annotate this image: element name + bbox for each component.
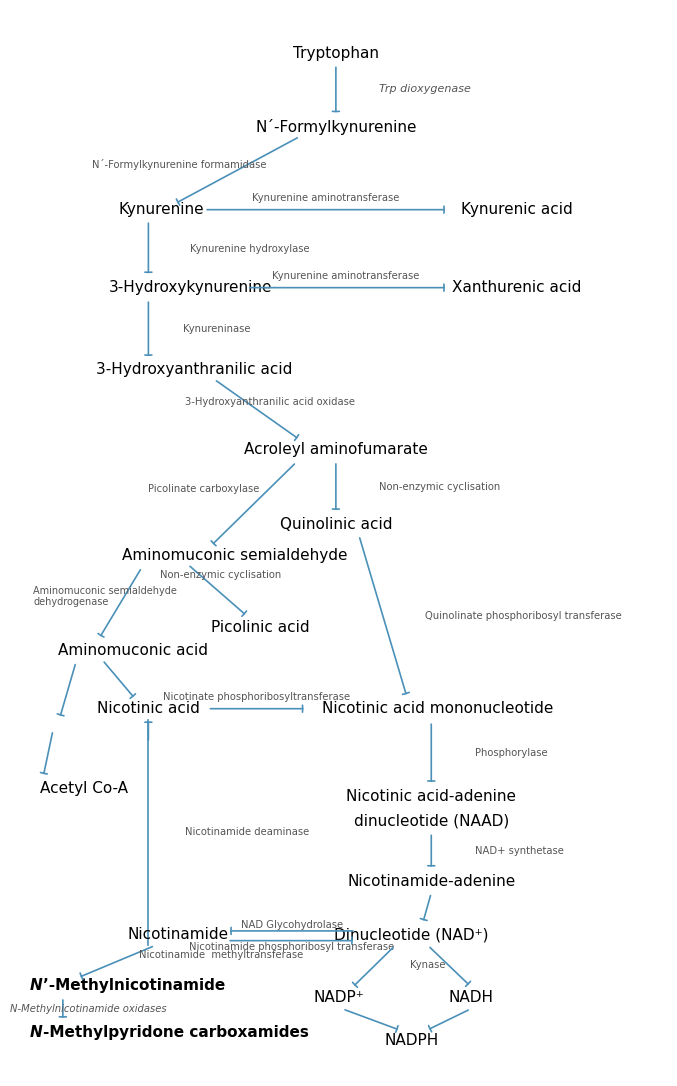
Text: Kynurenine hydroxylase: Kynurenine hydroxylase	[190, 243, 309, 254]
Text: Acetyl Co-A: Acetyl Co-A	[40, 781, 128, 796]
Text: 3-Hydroxykynurenine: 3-Hydroxykynurenine	[109, 280, 272, 295]
Text: ’-Methylnicotinamide: ’-Methylnicotinamide	[43, 978, 225, 993]
Text: Nicotinamide: Nicotinamide	[127, 927, 229, 943]
Text: N: N	[30, 1025, 43, 1039]
Text: Aminomuconic semialdehyde
dehydrogenase: Aminomuconic semialdehyde dehydrogenase	[33, 585, 177, 607]
Text: NAD+ synthetase: NAD+ synthetase	[475, 846, 564, 856]
Text: Nicotinic acid: Nicotinic acid	[97, 702, 200, 716]
Text: Nicotinamide deaminase: Nicotinamide deaminase	[185, 828, 309, 837]
Text: Quinolinate phosphoribosyl transferase: Quinolinate phosphoribosyl transferase	[424, 611, 621, 621]
Text: Non-enzymic cyclisation: Non-enzymic cyclisation	[160, 570, 282, 580]
Text: Nicotinic acid-adenine: Nicotinic acid-adenine	[346, 788, 517, 804]
Text: Dinucleotide (NAD⁺): Dinucleotide (NAD⁺)	[334, 927, 489, 943]
Text: Acroleyl aminofumarate: Acroleyl aminofumarate	[244, 442, 428, 457]
Text: NADP⁺: NADP⁺	[314, 989, 364, 1005]
Text: 3-Hydroxyanthranilic acid oxidase: 3-Hydroxyanthranilic acid oxidase	[185, 396, 355, 406]
Text: Kynureninase: Kynureninase	[183, 324, 250, 333]
Text: dinucleotide (NAAD): dinucleotide (NAAD)	[353, 813, 509, 829]
Text: Aminomuconic semialdehyde: Aminomuconic semialdehyde	[122, 548, 347, 564]
Text: N´-Formylkynurenine: N´-Formylkynurenine	[255, 118, 416, 135]
Text: NAD Glycohydrolase: NAD Glycohydrolase	[241, 920, 343, 930]
Text: Nicotinic acid mononucleotide: Nicotinic acid mononucleotide	[322, 702, 554, 716]
Text: 3-Hydroxyanthranilic acid: 3-Hydroxyanthranilic acid	[95, 362, 292, 377]
Text: Kynurenic acid: Kynurenic acid	[461, 202, 573, 217]
Text: Tryptophan: Tryptophan	[293, 47, 379, 61]
Text: Xanthurenic acid: Xanthurenic acid	[452, 280, 582, 295]
Text: -Methylpyridone carboxamides: -Methylpyridone carboxamides	[43, 1025, 309, 1039]
Text: Nicotinamide  methyltransferase: Nicotinamide methyltransferase	[139, 950, 303, 960]
Text: Non-enzymic cyclisation: Non-enzymic cyclisation	[378, 482, 500, 492]
Text: N´-Formylkynurenine formamidase: N´-Formylkynurenine formamidase	[93, 160, 267, 171]
Text: Aminomuconic acid: Aminomuconic acid	[58, 643, 209, 658]
Text: Nicotinate phosphoribosyltransferase: Nicotinate phosphoribosyltransferase	[163, 692, 351, 702]
Text: Kynurenine aminotransferase: Kynurenine aminotransferase	[253, 193, 399, 203]
Text: Kynurenine aminotransferase: Kynurenine aminotransferase	[272, 270, 420, 281]
Text: N-Methylnicotinamide oxidases: N-Methylnicotinamide oxidases	[10, 1003, 167, 1014]
Text: Phosphorylase: Phosphorylase	[475, 747, 548, 758]
Text: Trp dioxygenase: Trp dioxygenase	[378, 84, 471, 93]
Text: NADPH: NADPH	[385, 1033, 439, 1048]
Text: Picolinic acid: Picolinic acid	[211, 620, 309, 635]
Text: Nicotinamide phosphoribosyl transferase: Nicotinamide phosphoribosyl transferase	[189, 942, 395, 951]
Text: Nicotinamide-adenine: Nicotinamide-adenine	[347, 874, 515, 888]
Text: Picolinate carboxylase: Picolinate carboxylase	[148, 484, 260, 494]
Text: N: N	[30, 978, 43, 993]
Text: Kynase: Kynase	[410, 960, 445, 970]
Text: NADH: NADH	[448, 989, 494, 1005]
Text: Kynurenine: Kynurenine	[118, 202, 204, 217]
Text: Quinolinic acid: Quinolinic acid	[280, 517, 392, 532]
